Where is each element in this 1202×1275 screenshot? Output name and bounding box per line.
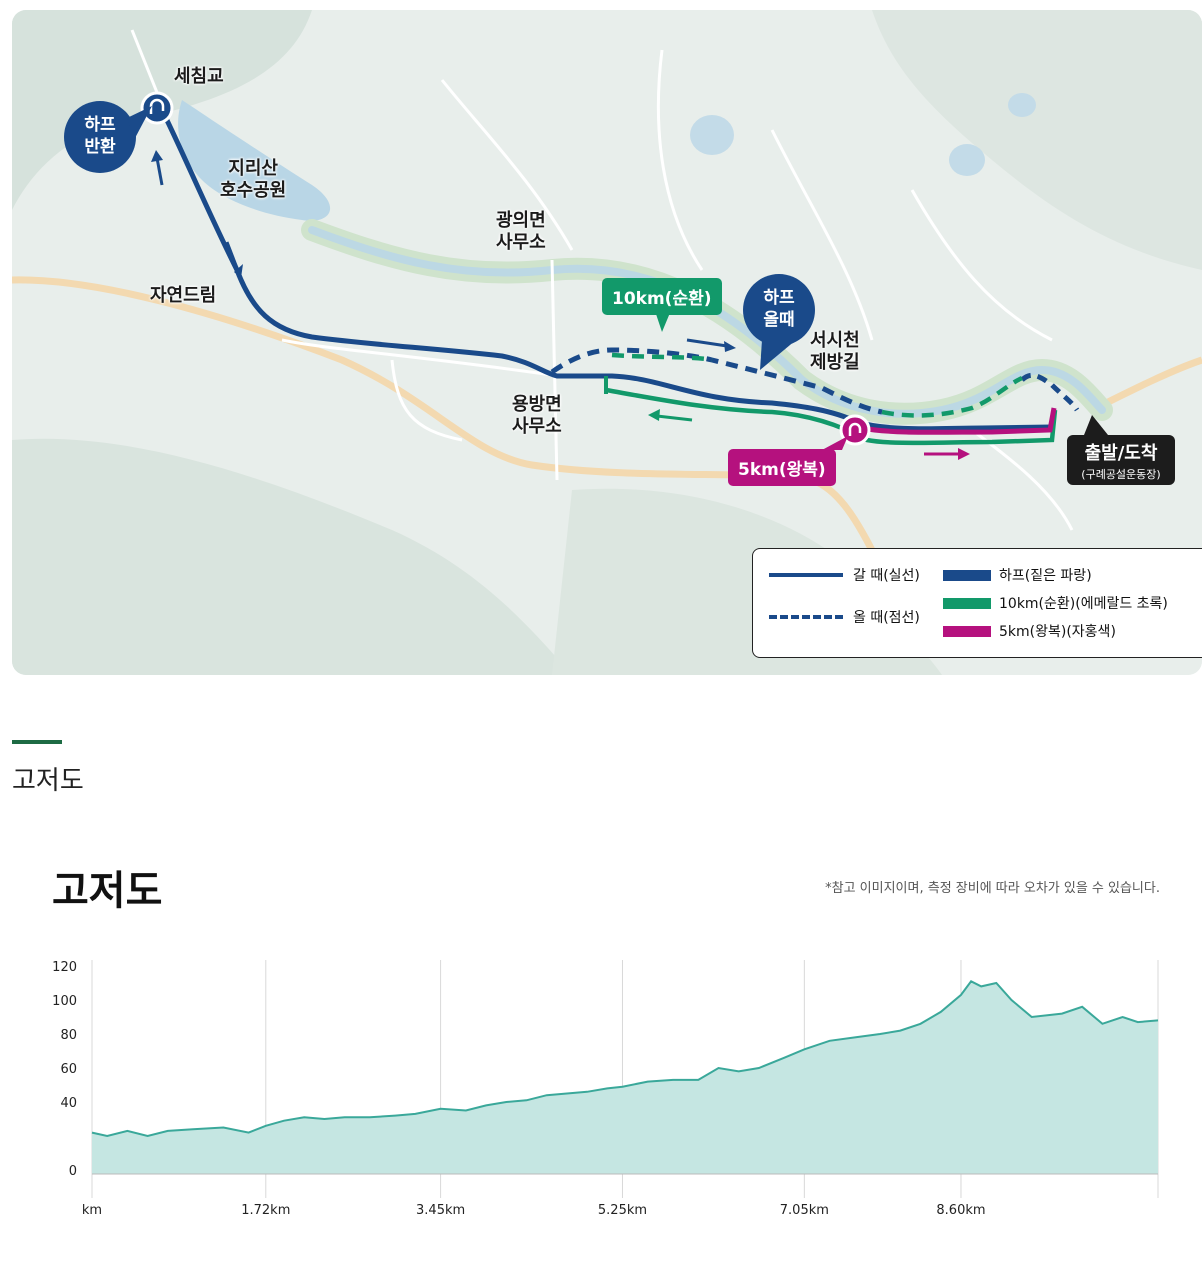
legend-five-text: 5km(왕복)(자홍색) — [999, 624, 1116, 640]
start-finish-sub: (구례공설운동장) — [1081, 468, 1161, 481]
x-tick-label: 5.25km — [598, 1203, 647, 1218]
y-tick-label: 60 — [60, 1062, 77, 1077]
label-gwangui: 광의면 사무소 — [496, 210, 546, 253]
legend-five-swatch — [943, 625, 991, 637]
y-tick-label: 80 — [60, 1028, 77, 1043]
elevation-line — [91, 980, 1159, 1138]
terrain-hill — [872, 10, 1202, 270]
y-tick-label: 0 — [69, 1164, 77, 1179]
legend-half-text: 하프(짙은 파랑) — [999, 568, 1092, 584]
half-return-label: 하프 올때 — [763, 288, 795, 330]
legend-dashed: 올 때(점선) — [769, 607, 920, 627]
direction-arrows — [151, 150, 970, 460]
five-km-tag: 5km(왕복) — [728, 449, 836, 486]
x-tick-labels: km 1.72km 3.45km 5.25km 7.05km 8.60km — [82, 1203, 986, 1218]
five-tag-pointer — [822, 436, 848, 450]
half-return-pin — [743, 274, 815, 346]
legend-ten-swatch — [943, 597, 991, 609]
five-turnaround-icon — [839, 414, 871, 446]
y-tick-label: 100 — [52, 994, 77, 1009]
half-route-return-east — [1020, 372, 1080, 412]
y-tick-label: 40 — [60, 1096, 77, 1111]
terrain-hill — [12, 438, 572, 675]
river — [308, 226, 1106, 418]
elevation-area — [92, 981, 1158, 1174]
section-accent-bar — [12, 740, 62, 744]
lake — [178, 100, 331, 221]
chart-note: *참고 이미지이며, 측정 장비에 따라 오차가 있을 수 있습니다. — [825, 881, 1160, 896]
x-tick-label: 8.60km — [936, 1203, 985, 1218]
u-turn-icon — [848, 422, 862, 436]
start-finish-title: 출발/도착 — [1084, 443, 1158, 464]
map-legend: 갈 때(실선) 올 때(점선) 하프(짙은 파랑) 10km(순환)(에메랄드 … — [752, 548, 1202, 658]
map-canvas — [12, 10, 1202, 675]
legend-dashed-line — [769, 615, 843, 619]
pond — [690, 115, 734, 155]
label-yongbang: 용방면 사무소 — [512, 394, 562, 437]
label-jirisan-park: 지리산 호수공원 — [220, 158, 287, 201]
label-sechimgyo: 세침교 — [174, 66, 224, 87]
pond — [949, 144, 985, 176]
y-tick-label: 120 — [52, 960, 77, 975]
legend-five: 5km(왕복)(자홍색) — [943, 621, 1116, 641]
y-tick-labels: 0 40 60 80 100 120 — [52, 960, 77, 1179]
start-pointer — [1082, 415, 1112, 440]
start-finish-badge: 출발/도착 (구례공설운동장) — [1067, 435, 1175, 485]
ten-route-going — [605, 387, 1058, 446]
elevation-chart: 0 40 60 80 100 120 km 1.72km 3.45km 5.25km 7.05km… — [52, 960, 1159, 1218]
x-tick-label: 7.05km — [780, 1203, 829, 1218]
x-tick-label: 1.72km — [241, 1203, 290, 1218]
legend-ten-text: 10km(순환)(에메랄드 초록) — [999, 596, 1168, 612]
ten-route-return-east — [881, 375, 1024, 418]
x-tick-label: 3.45km — [416, 1203, 465, 1218]
legend-solid-text: 갈 때(실선) — [853, 568, 920, 584]
ten-km-tag: 10km(순환) — [602, 278, 722, 315]
legend-half: 하프(짙은 파랑) — [943, 565, 1092, 585]
legend-solid-line — [769, 573, 843, 577]
label-jayeondeurim: 자연드림 — [150, 285, 217, 306]
pond — [1008, 93, 1036, 117]
half-turn-label: 하프 반환 — [84, 115, 116, 157]
u-turn-icon — [149, 98, 165, 114]
course-map: 세침교 지리산 호수공원 자연드림 광의면 사무소 용방면 사무소 서시천 제방… — [12, 10, 1202, 675]
section-title: 고저도 — [12, 766, 84, 796]
x-tick-label: km — [82, 1203, 102, 1218]
legend-dashed-text: 올 때(점선) — [853, 610, 920, 626]
half-turnaround-icon — [140, 91, 174, 125]
minor-roads — [130, 29, 1074, 531]
five-route — [861, 407, 1057, 435]
legend-ten: 10km(순환)(에메랄드 초록) — [943, 593, 1168, 613]
label-seosicheon: 서시천 제방길 — [810, 330, 860, 373]
legend-solid: 갈 때(실선) — [769, 565, 920, 585]
chart-title: 고저도 — [52, 868, 163, 914]
half-turn-bubble — [64, 101, 136, 173]
legend-half-swatch — [943, 569, 991, 581]
